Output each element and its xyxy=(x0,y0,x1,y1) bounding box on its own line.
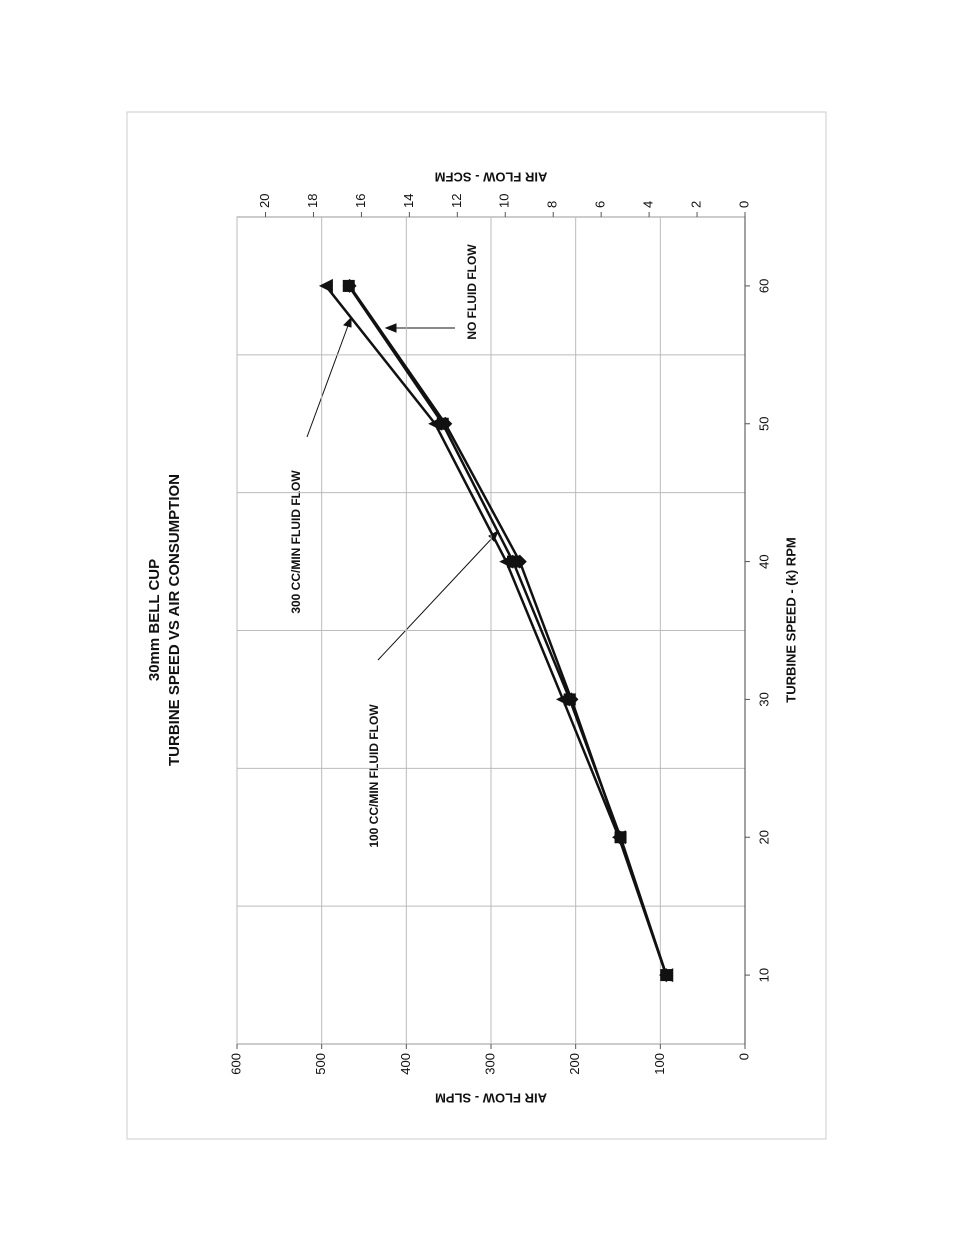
marker xyxy=(659,968,674,983)
y2-tick-label: 12 xyxy=(449,194,464,208)
x-axis-title: TURBINE SPEED - (k) RPM xyxy=(783,537,798,702)
arrow xyxy=(306,322,350,438)
x-tick-label: 30 xyxy=(756,692,771,706)
arrow-head xyxy=(343,316,352,328)
y2-tick-label: 14 xyxy=(401,194,416,208)
y2-tick-label: 2 xyxy=(688,201,703,208)
x-tick-label: 60 xyxy=(756,279,771,293)
y2-tick-label: 20 xyxy=(257,194,272,208)
chart-frame xyxy=(126,111,827,1140)
series-line xyxy=(324,285,668,976)
y-tick-label: 500 xyxy=(313,1053,328,1075)
y2-tick-label: 10 xyxy=(497,194,512,208)
x-tick-label: 50 xyxy=(756,417,771,431)
y2-tick-label: 4 xyxy=(641,201,656,208)
x-tick-label: 40 xyxy=(756,554,771,568)
y2-tick-label: 16 xyxy=(353,194,368,208)
y2-tick-label: 8 xyxy=(545,201,560,208)
marker xyxy=(611,830,626,845)
arrow xyxy=(377,534,496,661)
marker xyxy=(428,416,443,431)
y-tick-label: 100 xyxy=(652,1053,667,1075)
x-tick-label: 20 xyxy=(756,830,771,844)
y-tick-label: 300 xyxy=(482,1053,497,1075)
y2-tick-label: 0 xyxy=(736,201,751,208)
chart-title: 30mm BELL CUP xyxy=(146,559,163,681)
annotation-arrows xyxy=(306,316,499,661)
marker xyxy=(499,554,514,569)
y-tick-label: 200 xyxy=(567,1053,582,1075)
y-tick-label: 400 xyxy=(398,1053,413,1075)
y2-tick-label: 6 xyxy=(593,201,608,208)
annotation: NO FLUID FLOW xyxy=(465,244,479,340)
y2-axis-title: AIR FLOW - SCFM xyxy=(435,170,548,185)
y-tick-label: 0 xyxy=(736,1053,751,1060)
annotation: 100 CC/MIN FLUID FLOW xyxy=(367,704,381,848)
annotation: 300 CC/MIN FLUID FLOW xyxy=(289,470,303,614)
y-axis-title: AIR FLOW - SLPM xyxy=(435,1091,547,1106)
y2-tick-label: 18 xyxy=(305,194,320,208)
marker xyxy=(342,279,355,292)
series-line xyxy=(347,285,668,976)
marker xyxy=(318,278,333,293)
marker xyxy=(555,692,570,707)
x-tick-label: 10 xyxy=(756,968,771,982)
y-tick-label: 600 xyxy=(228,1053,243,1075)
chart-title: TURBINE SPEED VS AIR CONSUMPTION xyxy=(166,474,183,766)
arrow-head xyxy=(384,323,397,333)
